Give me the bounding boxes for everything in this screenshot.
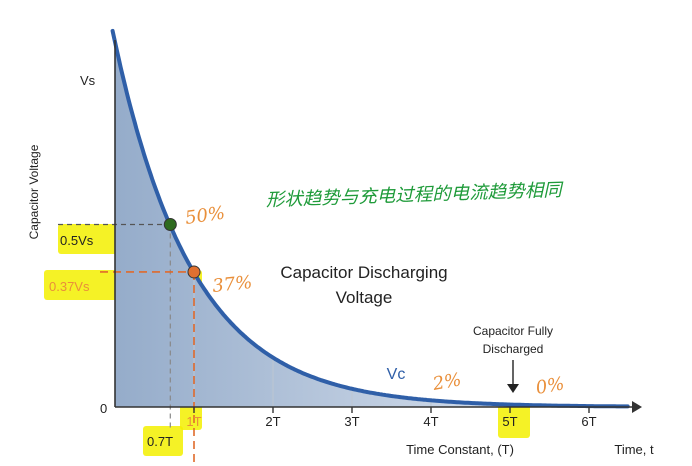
label-0.37vs: 0.37Vs (49, 279, 90, 294)
handwritten-37-percent: 37% (211, 272, 253, 297)
series-label-vc: Vc (387, 366, 406, 383)
x-tick-label-6T: 6T (581, 414, 596, 429)
annotation-line-1: Capacitor Fully (473, 324, 553, 338)
marker-point-0.37Vs (187, 265, 201, 279)
x-tick-label-3T: 3T (344, 414, 359, 429)
chart-title-line-2: Voltage (336, 288, 393, 307)
y-top-label: Vs (80, 73, 96, 88)
y-axis-label: Capacitor Voltage (27, 144, 41, 239)
x-tick-label-5T: 5T (502, 414, 517, 429)
annotation-arrow-head (507, 384, 519, 393)
x-axis-label: Time Constant, (T) (406, 442, 514, 457)
x-tick-label-1T: 1T (186, 414, 201, 429)
marker-point-0.5Vs (163, 218, 177, 231)
x-tick-label-4T: 4T (423, 414, 438, 429)
x-tick-label-2T: 2T (265, 414, 280, 429)
x-axis-arrow (632, 401, 642, 413)
highlight-0.7t (143, 426, 183, 456)
handwritten-chinese-note: 形状趋势与充电过程的电流趋势相同 (265, 180, 564, 211)
x-axis-end-label: Time, t (614, 442, 654, 457)
annotation-line-2: Discharged (483, 342, 544, 356)
discharge-curve (110, 28, 630, 409)
area-under-curve (115, 42, 629, 407)
label-0.5vs: 0.5Vs (60, 233, 94, 248)
handwritten-50-percent: 50% (184, 203, 227, 229)
chart-title-line-1: Capacitor Discharging (280, 263, 447, 282)
label-0.7t: 0.7T (147, 434, 173, 449)
handwritten-0-percent: 0% (534, 373, 566, 399)
origin-label: 0 (100, 401, 107, 416)
highlight-5t (498, 404, 530, 438)
handwritten-2-percent: 2% (430, 369, 463, 395)
